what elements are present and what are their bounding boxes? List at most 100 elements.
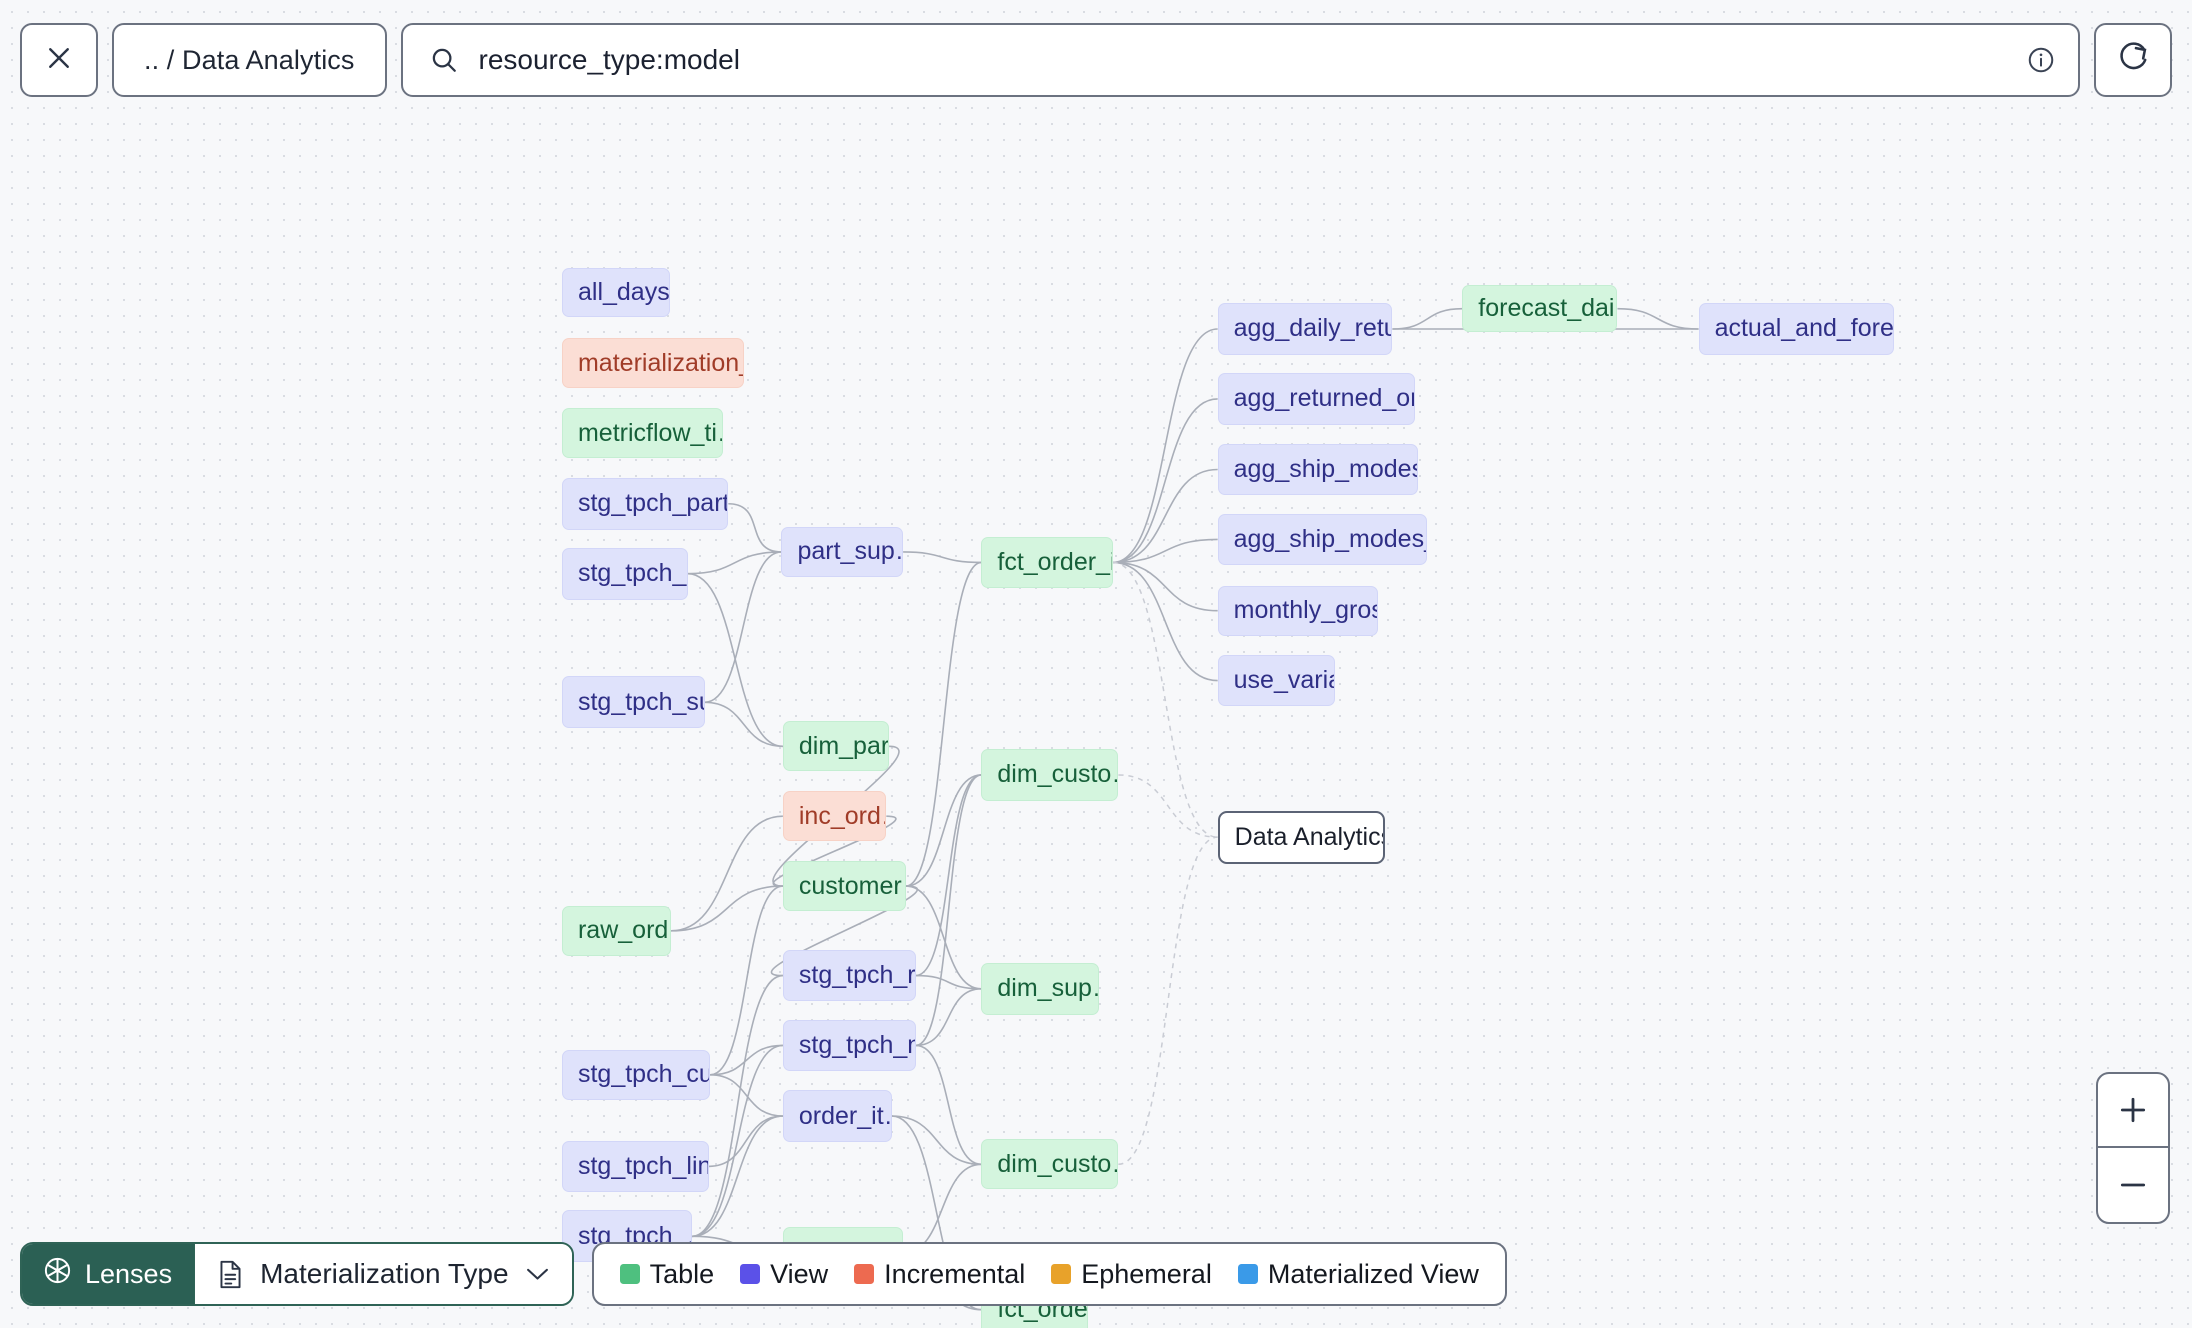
- graph-node-label: agg_ship_modes_ha…: [1233, 524, 1427, 553]
- graph-node[interactable]: raw_ord…: [561, 905, 672, 956]
- graph-node-label: Data Analytics | …: [1234, 822, 1386, 851]
- graph-edge: [728, 502, 782, 553]
- graph-edge: [1112, 538, 1218, 564]
- graph-edge: [905, 774, 982, 887]
- graph-node-label: materialization_i…: [577, 348, 743, 377]
- graph-node[interactable]: all_days: [561, 268, 670, 318]
- graph-edge: [1112, 561, 1218, 682]
- graph-edge: [1112, 398, 1218, 564]
- search-bar[interactable]: [400, 23, 2080, 97]
- legend-label: View: [770, 1258, 829, 1289]
- graph-node[interactable]: agg_daily_retur…: [1217, 303, 1393, 355]
- graph-node-label: fct_order_i…: [997, 547, 1111, 576]
- graph-node[interactable]: Data Analytics | …: [1217, 810, 1386, 864]
- graph-edge: [771, 885, 918, 977]
- toolbar-bottom: Lenses Materialization Type Table View Inc…: [20, 1242, 1507, 1306]
- graph-edge: [691, 1044, 783, 1238]
- graph-node-label: stg_tpch_r…: [798, 961, 916, 990]
- graph-node-label: stg_tpch_lin…: [577, 1151, 708, 1180]
- graph-edge: [903, 551, 982, 564]
- graph-node[interactable]: forecast_daily…: [1462, 284, 1618, 333]
- graph-node[interactable]: monthly_gross…: [1217, 585, 1379, 636]
- graph-node-label: dim_sup…: [997, 974, 1097, 1003]
- graph-node[interactable]: stg_tpch_part_…: [561, 477, 729, 530]
- graph-edges: [671, 307, 1699, 1311]
- graph-edge: [915, 974, 982, 990]
- info-icon[interactable]: [2026, 45, 2056, 75]
- lineage-graph-canvas[interactable]: all_days materialization_i… metricflow_ti……: [0, 120, 2192, 1328]
- graph-node[interactable]: part_sup…: [781, 526, 904, 578]
- graph-edge: [692, 1115, 783, 1238]
- graph-edge: [915, 774, 982, 977]
- graph-node-label: forecast_daily…: [1478, 294, 1616, 323]
- graph-node[interactable]: stg_tpch_lin…: [561, 1140, 709, 1193]
- refresh-icon: [2116, 41, 2150, 80]
- graph-node-label: stg_tpch_part_…: [577, 489, 729, 518]
- graph-node-label: stg_tpch_n…: [798, 1030, 915, 1059]
- legend-swatch-icon: [1237, 1264, 1258, 1284]
- graph-edge: [671, 815, 783, 932]
- close-icon: [44, 43, 74, 78]
- graph-nodes: all_days materialization_i… metricflow_ti……: [0, 120, 2192, 1328]
- graph-node-label: customer…: [798, 871, 905, 900]
- chevron-down-icon: [525, 1266, 550, 1282]
- graph-node[interactable]: order_it…: [782, 1090, 892, 1142]
- legend-label: Ephemeral: [1081, 1258, 1212, 1289]
- graph-node[interactable]: dim_sup…: [981, 962, 1099, 1015]
- legend-item[interactable]: Ephemeral: [1051, 1259, 1212, 1290]
- graph-edge: [710, 885, 783, 1076]
- graph-node[interactable]: use_varia…: [1217, 655, 1336, 706]
- graph-edge: [772, 815, 897, 887]
- zoom-in-button[interactable]: [2098, 1074, 2168, 1148]
- legend-item[interactable]: Materialized View: [1237, 1258, 1479, 1290]
- graph-node-label: raw_ord…: [577, 916, 670, 945]
- graph-node[interactable]: inc_ord…: [782, 791, 887, 842]
- refresh-button[interactable]: [2094, 23, 2172, 97]
- graph-node[interactable]: stg_tpch_…: [561, 547, 688, 600]
- graph-node[interactable]: dim_custo…: [981, 749, 1119, 801]
- lens-type-dropdown[interactable]: Materialization Type: [194, 1244, 572, 1304]
- legend-label: Incremental: [884, 1258, 1026, 1289]
- graph-node[interactable]: agg_returned_orde…: [1217, 373, 1415, 425]
- zoom-out-button[interactable]: [2098, 1148, 2168, 1222]
- graph-node[interactable]: dim_custo…: [981, 1139, 1119, 1190]
- graph-edge: [710, 1074, 783, 1117]
- graph-node[interactable]: actual_and_foreca…: [1698, 303, 1895, 355]
- graph-node[interactable]: stg_tpch_n…: [782, 1020, 916, 1071]
- graph-node-label: agg_daily_retur…: [1233, 314, 1392, 343]
- graph-node-label: part_sup…: [797, 537, 902, 566]
- graph-node-label: agg_ship_modes_d…: [1233, 454, 1417, 483]
- graph-node[interactable]: agg_ship_modes_ha…: [1217, 514, 1428, 565]
- lens-selected-label: Materialization Type: [260, 1258, 509, 1289]
- legend-swatch-icon: [854, 1264, 875, 1284]
- graph-node[interactable]: stg_tpch_cu…: [561, 1049, 711, 1100]
- graph-node[interactable]: materialization_i…: [561, 338, 744, 389]
- graph-node-label: actual_and_foreca…: [1714, 314, 1894, 343]
- graph-node[interactable]: customer…: [782, 860, 906, 912]
- graph-node[interactable]: metricflow_ti…: [561, 407, 723, 459]
- close-button[interactable]: [20, 23, 98, 97]
- graph-edge-dashed: [1118, 774, 1218, 838]
- legend-item[interactable]: Incremental: [854, 1259, 1025, 1290]
- graph-node-label: metricflow_ti…: [577, 418, 722, 447]
- graph-node[interactable]: stg_tpch_r…: [782, 950, 916, 1001]
- graph-node[interactable]: fct_order_i…: [981, 536, 1113, 589]
- breadcrumb[interactable]: .. / Data Analytics: [112, 23, 387, 97]
- legend-label: Materialized View: [1267, 1258, 1479, 1289]
- graph-edge: [704, 551, 782, 704]
- lenses-button[interactable]: Lenses: [22, 1244, 195, 1304]
- legend-swatch-icon: [740, 1264, 761, 1284]
- graph-node[interactable]: stg_tpch_su…: [561, 676, 705, 729]
- graph-node[interactable]: agg_ship_modes_d…: [1217, 444, 1418, 495]
- graph-node-label: stg_tpch_cu…: [577, 1060, 709, 1089]
- graph-edge: [905, 885, 982, 990]
- graph-edge: [915, 988, 982, 1047]
- legend-item[interactable]: Table: [619, 1259, 714, 1290]
- search-input[interactable]: [478, 44, 2006, 76]
- legend-item[interactable]: View: [740, 1259, 828, 1290]
- graph-edge: [671, 885, 783, 932]
- graph-edge: [891, 1115, 982, 1166]
- graph-node-label: dim_custo…: [997, 1149, 1117, 1178]
